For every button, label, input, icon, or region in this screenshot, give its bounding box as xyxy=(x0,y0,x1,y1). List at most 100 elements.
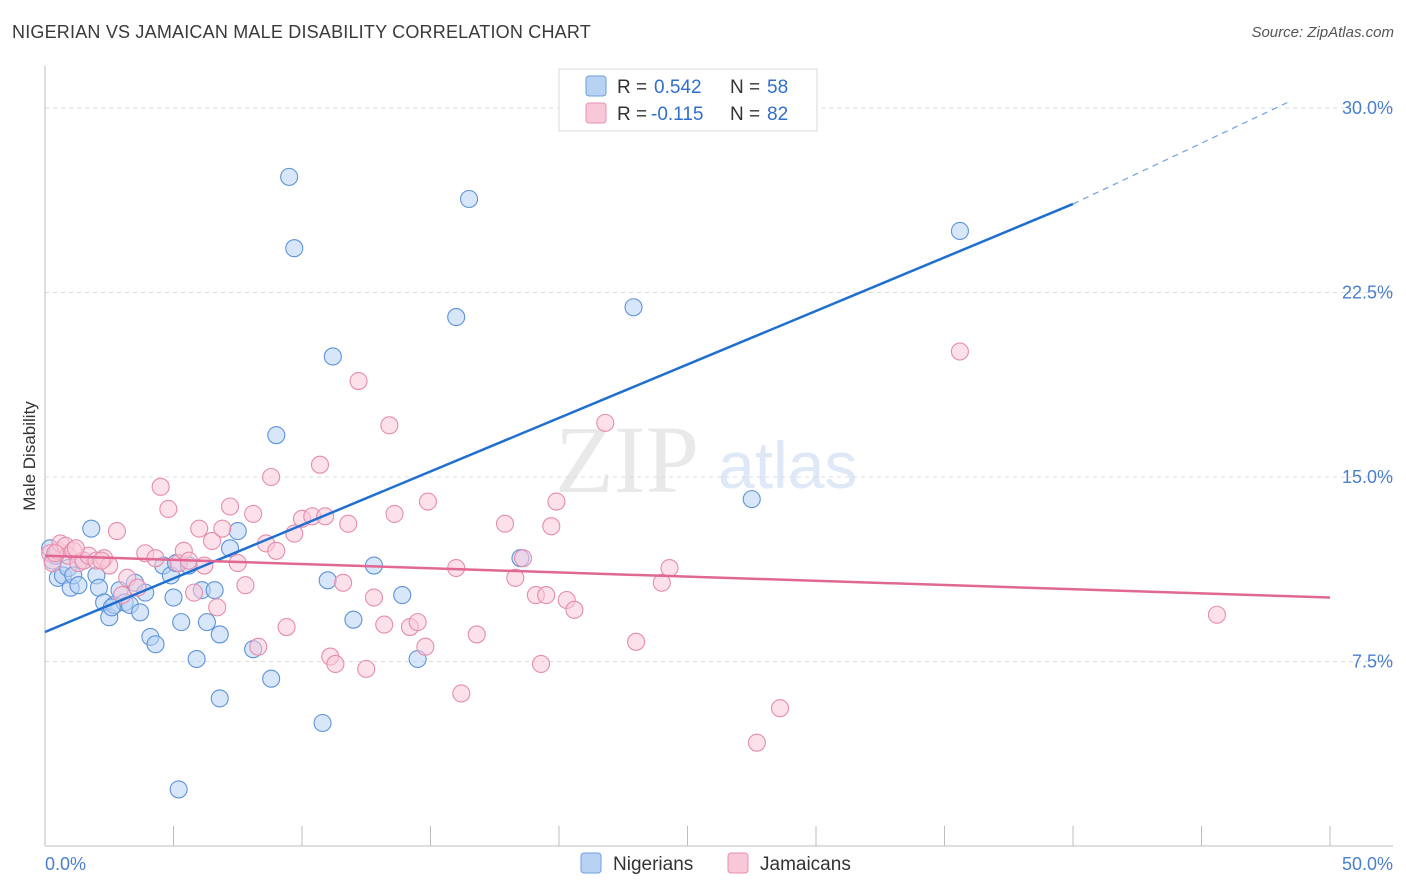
point-nigerian xyxy=(210,625,229,644)
legend-r-label-2: R = xyxy=(617,104,647,125)
bottom-legend-label-nigerians: Nigerians xyxy=(613,854,693,875)
point-jamaican xyxy=(364,588,384,607)
point-jamaican xyxy=(542,517,561,536)
chart-title: NIGERIAN VS JAMAICAN MALE DISABILITY COR… xyxy=(12,22,591,42)
point-jamaican xyxy=(416,637,435,656)
point-nigerian xyxy=(267,426,286,445)
y-tick-label: 22.5% xyxy=(1342,282,1393,302)
point-jamaican xyxy=(565,600,584,619)
point-jamaican xyxy=(244,504,263,523)
point-nigerian xyxy=(950,221,969,241)
point-jamaican xyxy=(190,519,209,538)
point-jamaican xyxy=(151,477,170,496)
y-tick-label: 15.0% xyxy=(1342,467,1393,487)
point-jamaican xyxy=(277,618,296,637)
point-jamaican xyxy=(236,576,255,595)
legend-n-value-2: 82 xyxy=(767,104,788,125)
point-jamaican xyxy=(747,733,766,752)
point-jamaican xyxy=(185,583,204,602)
bottom-legend-label-jamaicans: Jamaicans xyxy=(760,854,851,875)
point-nigerian xyxy=(459,189,479,209)
point-jamaican xyxy=(408,613,427,632)
point-jamaican xyxy=(660,558,679,578)
watermark-atlas: atlas xyxy=(718,428,857,502)
point-nigerian xyxy=(285,239,304,258)
point-nigerian xyxy=(318,571,337,590)
point-jamaican xyxy=(267,541,286,560)
point-jamaican xyxy=(385,504,404,523)
point-jamaican xyxy=(262,467,281,487)
point-jamaican xyxy=(107,522,127,541)
point-jamaican xyxy=(537,586,556,605)
point-jamaican xyxy=(506,568,525,587)
point-jamaican xyxy=(339,514,358,533)
point-nigerian xyxy=(393,586,412,605)
x-ticks xyxy=(173,826,1331,846)
point-jamaican xyxy=(513,549,533,568)
legend-n-value-1: 58 xyxy=(767,77,788,98)
point-jamaican xyxy=(213,519,232,538)
trendline-nigerians xyxy=(44,202,1074,634)
bottom-legend-swatch-nigerians xyxy=(580,852,602,874)
stats-legend: R = 0.542 N = 58 R = -0.115 N = 82 xyxy=(558,68,818,132)
y-tick-label: 7.5% xyxy=(1352,651,1393,671)
trendline-nigerians-extension xyxy=(1072,100,1292,205)
legend-n-label-2: N = xyxy=(730,104,760,125)
point-nigerian xyxy=(82,519,101,538)
point-jamaican xyxy=(452,684,471,703)
point-jamaican xyxy=(418,492,437,511)
point-jamaican xyxy=(92,551,111,570)
point-nigerian xyxy=(205,581,224,600)
series-legend: Nigerians Jamaicans xyxy=(580,852,851,875)
point-jamaican xyxy=(159,499,178,519)
y-tick-label: 30.0% xyxy=(1342,98,1393,118)
point-jamaican xyxy=(357,659,376,678)
point-jamaican xyxy=(1207,605,1226,624)
point-jamaican xyxy=(249,637,268,656)
legend-swatch-nigerians xyxy=(585,75,607,97)
point-nigerian xyxy=(164,588,183,607)
point-jamaican xyxy=(531,654,551,674)
point-jamaican xyxy=(203,531,222,551)
y-tick-labels: 7.5% 15.0% 22.5% 30.0% xyxy=(1342,98,1393,672)
point-jamaican xyxy=(349,371,368,391)
point-jamaican xyxy=(770,699,790,718)
point-jamaican xyxy=(46,544,65,563)
trendlines xyxy=(44,100,1331,634)
y-axis-title: Male Disability xyxy=(20,401,39,511)
point-nigerian xyxy=(210,689,229,708)
point-jamaican xyxy=(220,497,240,516)
point-jamaican xyxy=(375,615,394,634)
watermark-zip: ZIP xyxy=(555,406,699,513)
point-jamaican xyxy=(380,416,399,435)
legend-r-label-1: R = xyxy=(617,77,647,98)
point-nigerian xyxy=(172,613,191,632)
bottom-legend-swatch-jamaicans xyxy=(727,852,749,874)
point-nigerian xyxy=(280,167,299,186)
point-nigerian xyxy=(447,308,466,327)
trendline-jamaicans xyxy=(44,554,1331,599)
point-jamaican xyxy=(208,598,227,617)
point-nigerian xyxy=(323,347,342,366)
legend-swatch-jamaicans xyxy=(585,102,607,124)
point-nigerian xyxy=(344,610,363,629)
point-jamaican xyxy=(547,492,566,511)
point-jamaican xyxy=(652,573,671,592)
point-nigerian xyxy=(69,576,88,595)
point-nigerian xyxy=(313,713,332,733)
legend-r-value-1: 0.542 xyxy=(654,77,702,98)
x-tick-label-max: 50.0% xyxy=(1342,854,1393,874)
point-nigerian xyxy=(624,298,643,317)
x-tick-label-min: 0.0% xyxy=(45,854,86,874)
point-jamaican xyxy=(467,625,486,644)
legend-n-label-1: N = xyxy=(730,77,760,98)
point-nigerian xyxy=(146,635,165,654)
point-nigerian xyxy=(228,522,247,541)
point-jamaican xyxy=(310,455,330,474)
point-nigerian xyxy=(262,669,281,688)
legend-r-value-2: -0.115 xyxy=(651,104,703,125)
watermark: ZIP atlas xyxy=(555,406,857,513)
point-nigerian xyxy=(131,603,150,622)
series-nigerians xyxy=(41,167,969,799)
point-jamaican xyxy=(495,514,515,533)
